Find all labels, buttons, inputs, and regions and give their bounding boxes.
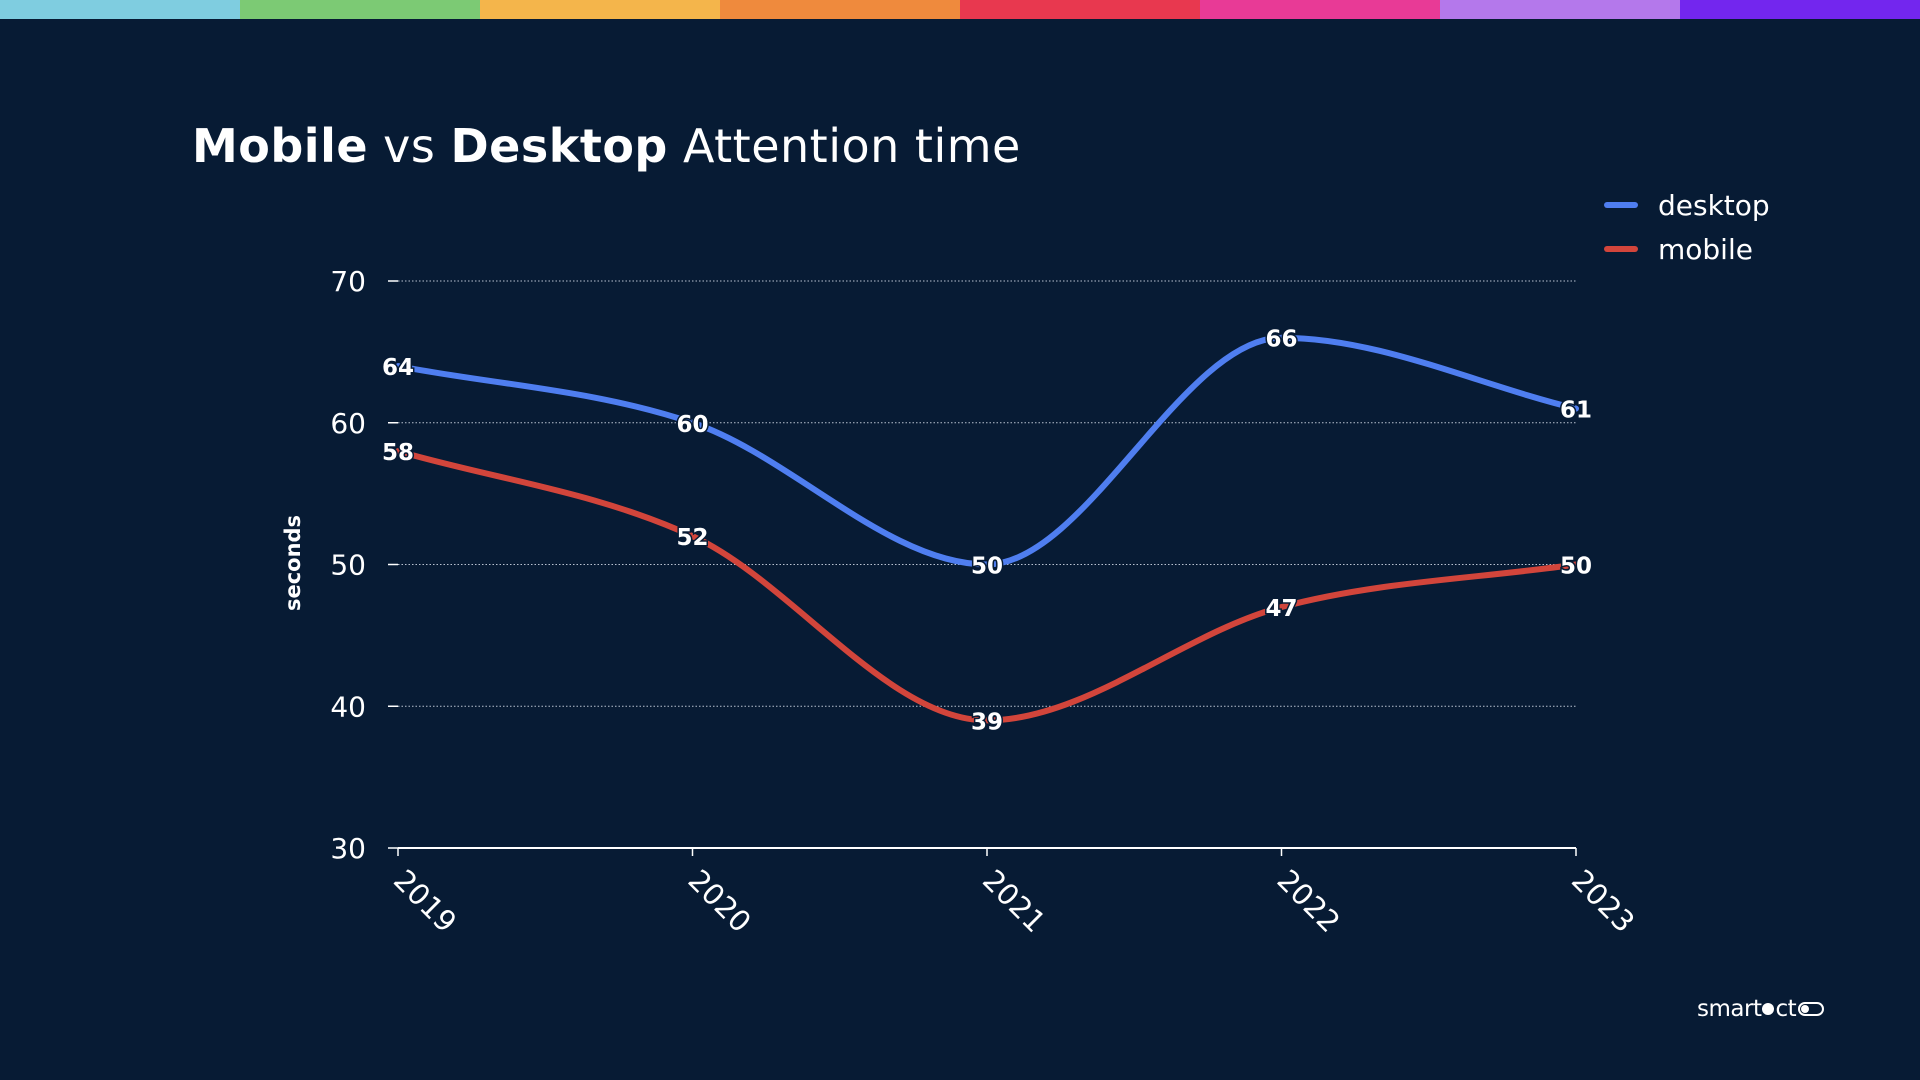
color-stripe-3 [480, 0, 720, 19]
x-tick-label-2023: 2023 [1565, 863, 1641, 939]
data-label-desktop-2020: 60 [676, 412, 708, 438]
data-label-mobile-2020: 52 [676, 525, 708, 551]
y-tick-label-50: 50 [330, 549, 366, 582]
x-tick-label-2019: 2019 [387, 863, 463, 939]
data-label-mobile-2022: 47 [1265, 596, 1297, 622]
chart-title: Mobile vs Desktop Attention time [192, 118, 1021, 174]
data-label-desktop-2019: 64 [382, 355, 414, 381]
color-stripe-4 [720, 0, 960, 19]
x-tick-label-2022: 2022 [1271, 863, 1347, 939]
brand-text-start: smart [1697, 996, 1762, 1022]
legend-swatch-desktop [1604, 202, 1638, 208]
title-rest: Attention time [667, 119, 1021, 173]
data-label-desktop-2021: 50 [971, 554, 1003, 580]
title-desktop: Desktop [450, 119, 668, 173]
x-tick-label-2021: 2021 [976, 863, 1052, 939]
legend-item-desktop: desktop [1604, 183, 1770, 227]
title-mobile: Mobile [192, 119, 369, 173]
data-label-mobile-2023: 50 [1560, 554, 1592, 580]
y-tick-label-30: 30 [330, 832, 366, 865]
brand-toggle-icon [1798, 1002, 1825, 1016]
data-label-mobile-2019: 58 [382, 440, 414, 466]
color-stripe-7 [1440, 0, 1680, 19]
color-stripe-5 [960, 0, 1200, 19]
legend: desktop mobile [1604, 183, 1770, 271]
y-tick-label-60: 60 [330, 407, 366, 440]
color-stripe-2 [240, 0, 480, 19]
y-tick-label-40: 40 [330, 690, 366, 723]
series-line-mobile [395, 448, 1579, 724]
y-axis-label: seconds [281, 515, 305, 611]
color-stripe-bar [0, 0, 1920, 19]
brand-dot-icon [1762, 1003, 1775, 1015]
legend-label-desktop: desktop [1658, 188, 1770, 222]
data-label-mobile-2021: 39 [971, 709, 1003, 735]
series-line-desktop [395, 334, 1579, 568]
brand-logo: smart ct [1697, 996, 1825, 1022]
legend-label-mobile: mobile [1658, 232, 1753, 266]
y-tick-label-70: 70 [330, 265, 366, 298]
legend-item-mobile: mobile [1604, 227, 1770, 271]
legend-swatch-mobile [1604, 246, 1638, 252]
color-stripe-8 [1680, 0, 1920, 19]
x-tick-label-2020: 2020 [682, 863, 758, 939]
color-stripe-6 [1200, 0, 1440, 19]
data-label-desktop-2022: 66 [1265, 327, 1297, 353]
data-label-desktop-2023: 61 [1560, 398, 1592, 424]
title-vs: vs [368, 119, 451, 173]
color-stripe-1 [0, 0, 240, 19]
brand-text-end: ct [1775, 996, 1797, 1022]
